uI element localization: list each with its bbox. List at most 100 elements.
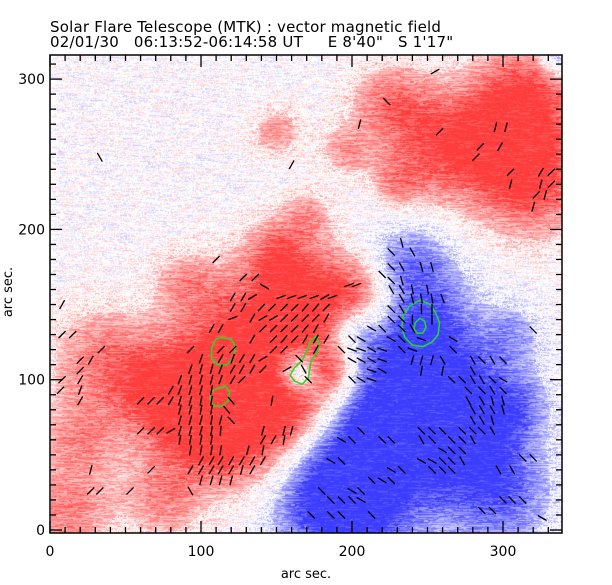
field-vector <box>76 356 85 365</box>
field-vector <box>188 385 193 396</box>
field-vector <box>312 323 319 334</box>
field-vector <box>187 486 194 496</box>
field-vector <box>217 323 224 334</box>
field-vector <box>469 366 476 376</box>
field-vector <box>531 201 536 212</box>
field-vector <box>366 346 377 353</box>
field-vector <box>508 495 517 504</box>
field-vector <box>188 374 193 385</box>
field-vector <box>280 314 289 323</box>
field-vector <box>177 374 183 385</box>
field-vector <box>218 475 223 486</box>
field-vector <box>210 415 214 426</box>
field-vector <box>56 386 65 395</box>
field-vector <box>469 415 476 425</box>
field-vector <box>210 385 214 396</box>
field-vector <box>199 385 203 396</box>
field-vector <box>88 464 93 475</box>
field-vector <box>499 356 507 365</box>
field-vector <box>280 334 288 344</box>
field-vector <box>469 405 476 415</box>
field-vector <box>438 465 447 474</box>
field-vector <box>218 374 223 385</box>
field-vector <box>427 457 437 464</box>
field-vector <box>238 364 245 374</box>
field-vector <box>469 375 476 385</box>
field-vector <box>397 465 406 474</box>
field-vector <box>167 396 174 406</box>
field-vector <box>323 313 330 323</box>
field-vector <box>447 375 456 384</box>
y-tick-label: 200 <box>18 222 45 238</box>
field-vector <box>387 247 396 256</box>
field-vector <box>240 292 247 302</box>
field-vector <box>493 122 498 133</box>
field-vector <box>199 475 203 486</box>
field-vector <box>366 368 377 374</box>
field-vector <box>218 364 223 375</box>
field-vector <box>77 385 83 396</box>
field-vector <box>428 426 437 435</box>
field-vector <box>386 466 396 473</box>
field-vector <box>240 302 247 313</box>
field-vector <box>508 179 513 190</box>
field-vector <box>471 153 480 162</box>
field-vector <box>537 167 544 177</box>
field-vector <box>59 299 66 310</box>
field-vector <box>387 476 396 485</box>
field-vector <box>239 464 244 475</box>
field-vector <box>249 313 256 323</box>
field-vector <box>458 375 467 384</box>
field-vector <box>156 396 165 405</box>
field-vector <box>95 486 104 495</box>
y-tick-label: 0 <box>36 523 45 539</box>
field-vector <box>529 326 538 335</box>
field-vector <box>270 395 274 406</box>
field-vector <box>344 282 354 288</box>
field-vector <box>216 345 225 354</box>
field-vector <box>186 345 195 354</box>
field-vector <box>295 354 304 363</box>
field-vector <box>209 374 214 385</box>
field-vector <box>166 427 176 434</box>
field-vector <box>199 404 203 415</box>
field-vector <box>251 273 260 282</box>
field-vector <box>398 293 405 304</box>
field-vector <box>337 345 346 354</box>
field-vector <box>257 303 266 312</box>
field-vector <box>477 356 486 365</box>
field-vector <box>409 323 416 334</box>
field-vector <box>506 168 515 177</box>
field-vector <box>290 324 299 333</box>
field-vector <box>230 353 236 364</box>
field-vector <box>337 456 346 465</box>
field-vector <box>178 434 182 445</box>
field-vector <box>188 425 193 436</box>
y-tick-labels: 0 100 200 300 <box>18 72 45 539</box>
y-axis-label: arc sec. <box>1 267 16 317</box>
field-vector <box>367 476 376 485</box>
field-vector <box>177 385 183 396</box>
field-vector <box>439 355 446 365</box>
field-vector <box>258 315 268 322</box>
field-vector <box>212 255 221 264</box>
field-vector <box>490 415 495 426</box>
field-vector <box>217 353 224 364</box>
field-vector <box>76 366 85 375</box>
field-vector <box>490 395 495 406</box>
field-vector <box>447 446 456 455</box>
field-vector <box>77 375 84 385</box>
field-vector <box>208 465 215 475</box>
field-vector <box>199 415 203 426</box>
field-vector <box>276 294 286 300</box>
field-vector <box>428 465 437 474</box>
chart-title: Solar Flare Telescope (MTK) : vector mag… <box>50 18 442 36</box>
field-vector <box>468 426 477 435</box>
field-vector <box>416 336 427 342</box>
field-vector <box>356 347 367 353</box>
contour-outer <box>289 335 320 385</box>
field-vector <box>167 385 174 395</box>
field-vector <box>249 353 256 364</box>
field-vector <box>449 345 458 354</box>
field-vector <box>208 456 215 466</box>
